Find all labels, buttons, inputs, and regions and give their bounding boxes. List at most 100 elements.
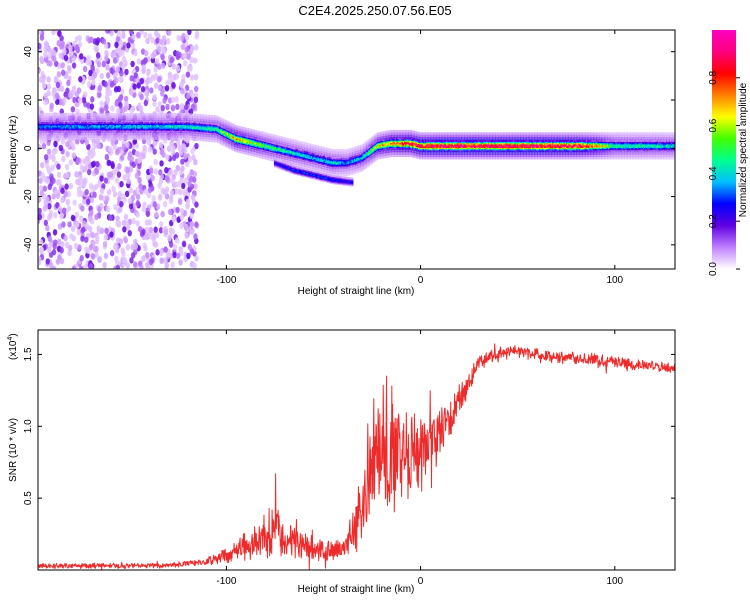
spectrogram-cell — [269, 138, 273, 142]
spectrogram-cell — [352, 147, 355, 151]
spectrogram-cell — [474, 151, 478, 155]
spectrogram-cell — [50, 153, 56, 160]
spectrogram-cell — [104, 227, 109, 235]
spectrogram-cell — [258, 133, 262, 137]
spectrogram-cell — [147, 132, 150, 136]
spectrogram-cell — [127, 36, 133, 44]
spectrogram-cell — [490, 156, 493, 160]
spectrogram-cell — [283, 158, 287, 162]
spectrogram-cell — [408, 132, 411, 136]
spectrogram-cell — [339, 170, 343, 174]
spectrogram-cell — [109, 120, 113, 124]
spectrogram-cell — [254, 132, 257, 136]
spectrogram-cell — [499, 134, 503, 138]
spectrogram-cell — [493, 132, 496, 136]
spectrogram-cell — [296, 147, 299, 151]
spectrogram-cell — [194, 33, 199, 40]
spectrogram-cell — [439, 154, 442, 158]
spectrogram-cell — [210, 136, 214, 140]
spectrogram-cell — [52, 115, 55, 119]
spectrogram-cell — [51, 249, 57, 256]
spectrogram-cell — [167, 137, 170, 141]
spectrogram-plot-area — [38, 30, 675, 269]
spectrogram-cell — [468, 156, 472, 160]
spectrogram-cell — [76, 228, 81, 236]
spectrogram-cell — [532, 156, 535, 160]
spectrogram-cell — [212, 119, 215, 123]
spectrogram-cell — [95, 132, 99, 136]
spectrogram-cell — [60, 117, 63, 121]
spectrogram-cell — [72, 134, 75, 138]
spectrogram-cell — [243, 148, 246, 152]
spectrogram-cell — [135, 193, 141, 200]
spectrogram-cell — [487, 137, 490, 141]
spectrogram-cell — [207, 114, 211, 118]
spectrogram-cell — [163, 228, 169, 236]
spectrogram-cell — [353, 153, 357, 157]
spectrogram-cell — [144, 132, 147, 136]
spectrogram-cell — [324, 149, 327, 153]
spectrogram-cell — [215, 137, 218, 141]
spectrogram-cell — [445, 132, 448, 136]
spectrogram-cell — [111, 117, 114, 121]
spectrogram-cell — [350, 152, 354, 156]
spectrogram-cell — [310, 160, 313, 164]
spectrogram-cell — [203, 114, 206, 118]
spectrogram-cell — [89, 134, 93, 138]
spectrogram-cell — [189, 132, 192, 136]
spectrogram-cell — [194, 255, 199, 262]
spectrogram-cell — [325, 147, 329, 151]
spectrogram-cell — [526, 134, 529, 138]
spectrogram-cell — [285, 159, 288, 163]
spectrogram-cell — [356, 145, 360, 149]
spectrogram-cell — [537, 137, 540, 141]
spectrogram-cell — [95, 129, 99, 133]
spectrogram-cell — [158, 227, 164, 234]
spectrogram-cell — [144, 112, 147, 116]
spectrogram-cell — [45, 258, 50, 265]
spectrogram-cell — [47, 134, 51, 138]
spectrogram-cell — [286, 142, 290, 146]
spectrogram-cell — [64, 120, 68, 124]
spectrogram-cell — [333, 151, 336, 155]
spectrogram-cell — [38, 67, 41, 75]
spectrogram-cell — [369, 142, 372, 146]
spectrogram-cell — [142, 134, 145, 138]
spectrogram-cell — [529, 132, 532, 136]
spectrogram-cell — [143, 89, 149, 97]
spectrogram-cell — [498, 137, 501, 141]
spectrogram-cell — [405, 149, 408, 153]
spectrogram-cell — [69, 120, 72, 124]
spectrogram-cell — [78, 97, 83, 104]
spectrogram-cell — [305, 147, 308, 151]
spectrogram-cell — [150, 174, 155, 182]
spectrogram-cell — [408, 134, 411, 138]
spectrogram-cell — [210, 115, 214, 119]
spectrogram-cell — [61, 129, 65, 133]
spectrogram-cell — [521, 154, 524, 158]
spectrogram-cell — [328, 167, 332, 171]
spectrogram-cell — [322, 149, 326, 153]
spectrogram-cell — [423, 151, 427, 155]
spectrogram-cell — [128, 89, 134, 96]
spectrogram-cell — [133, 129, 136, 133]
spectrogram-cell — [89, 196, 94, 204]
spectrogram-cell — [288, 157, 291, 161]
spectrogram-cell — [119, 132, 122, 136]
spectrogram-cell — [448, 151, 451, 155]
spectrogram-cell — [349, 148, 352, 152]
spectrogram-cell — [431, 132, 434, 136]
spectrogram-cell — [130, 42, 136, 50]
spectrogram-cell — [64, 117, 68, 121]
spectrogram-cell — [122, 256, 127, 264]
spectrogram-cell — [347, 170, 350, 174]
spectrogram-cell — [159, 148, 164, 156]
spectrogram-cell — [142, 132, 145, 136]
spectrogram-cell — [501, 151, 504, 155]
spectrogram-cell — [128, 115, 131, 119]
spectrogram-cell — [122, 115, 125, 119]
spectrogram-cell — [406, 154, 409, 158]
spectrogram-cell — [192, 132, 195, 136]
spectrogram-cell — [120, 117, 124, 121]
spectrogram-cell — [88, 129, 91, 133]
